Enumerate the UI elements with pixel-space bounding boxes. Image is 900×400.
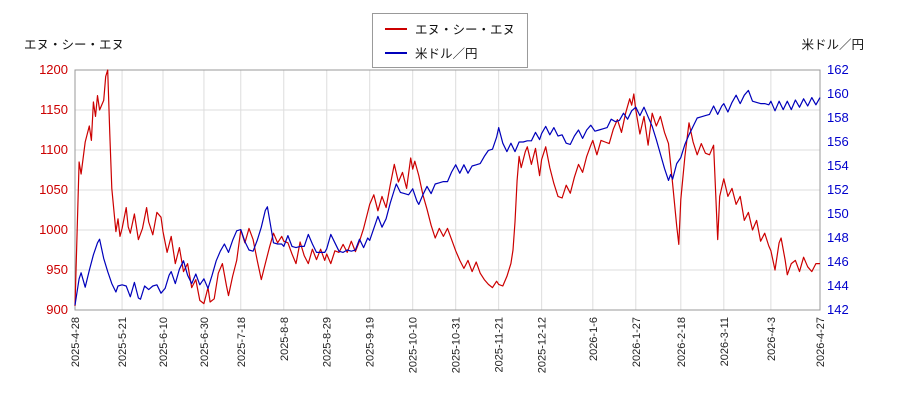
x-axis-date-label: 2026-4-27	[815, 317, 827, 367]
right-axis-tick-label: 142	[827, 302, 849, 317]
legend-line-sample	[384, 51, 407, 54]
right-axis-tick-label: 162	[827, 62, 849, 77]
left-axis-tick-label: 1200	[39, 62, 68, 77]
x-axis-date-label: 2025-12-12	[537, 317, 549, 373]
right-axis-tick-label: 148	[827, 230, 849, 245]
x-axis-date-label: 2025-4-28	[70, 317, 82, 367]
x-axis-date-label: 2025-8-8	[279, 317, 291, 361]
left-axis-tick-label: 1000	[39, 222, 68, 237]
right-axis-tick-label: 152	[827, 182, 849, 197]
x-axis-date-label: 2025-9-19	[365, 317, 377, 367]
series-line-left	[74, 69, 820, 307]
right-axis-series-title: 米ドル／円	[801, 38, 864, 52]
left-axis-series-title: エヌ・シー・エヌ	[24, 38, 125, 52]
x-axis-date-label: 2025-10-31	[451, 317, 463, 373]
x-axis-date-label: 2025-6-10	[158, 317, 170, 367]
x-axis-date-label: 2026-1-6	[588, 317, 600, 361]
x-axis-date-label: 2026-3-11	[719, 317, 731, 366]
left-axis-tick-label: 950	[46, 262, 68, 277]
right-axis-tick-label: 150	[827, 206, 849, 221]
x-axis-date-label: 2025-11-21	[494, 317, 506, 372]
x-axis-date-label: 2026-4-3	[766, 317, 778, 361]
left-axis-tick-label: 1050	[39, 182, 68, 197]
legend-line-sample	[384, 27, 407, 30]
right-axis-tick-label: 154	[827, 158, 849, 173]
legend: エヌ・シー・エヌ 米ドル／円	[371, 13, 529, 68]
x-axis-date-label: 2025-5-21	[117, 317, 129, 367]
right-axis-tick-label: 156	[827, 134, 849, 149]
x-axis-date-label: 2025-7-18	[236, 317, 248, 367]
legend-item-1: 米ドル／円	[384, 43, 515, 62]
left-axis-tick-label: 1150	[40, 102, 68, 117]
x-axis-date-label: 2026-2-18	[676, 317, 688, 367]
left-axis-tick-label: 1100	[40, 142, 68, 157]
x-axis-date-label: 2026-1-27	[631, 317, 643, 367]
x-axis-date-label: 2025-6-30	[199, 317, 211, 367]
x-axis-date-label: 2025-8-29	[322, 317, 334, 367]
series-line-right	[74, 89, 821, 306]
right-axis-tick-label: 160	[827, 86, 849, 101]
legend-label: エヌ・シー・エヌ	[414, 23, 516, 37]
right-axis-tick-label: 146	[827, 254, 849, 269]
left-axis-tick-label: 900	[46, 302, 68, 317]
right-axis-tick-label: 158	[827, 110, 849, 125]
legend-item-0: エヌ・シー・エヌ	[384, 19, 516, 38]
legend-label: 米ドル／円	[414, 47, 478, 61]
right-axis-tick-label: 144	[827, 278, 849, 293]
x-axis-date-label: 2025-10-10	[408, 317, 420, 373]
plot-border	[74, 69, 821, 311]
